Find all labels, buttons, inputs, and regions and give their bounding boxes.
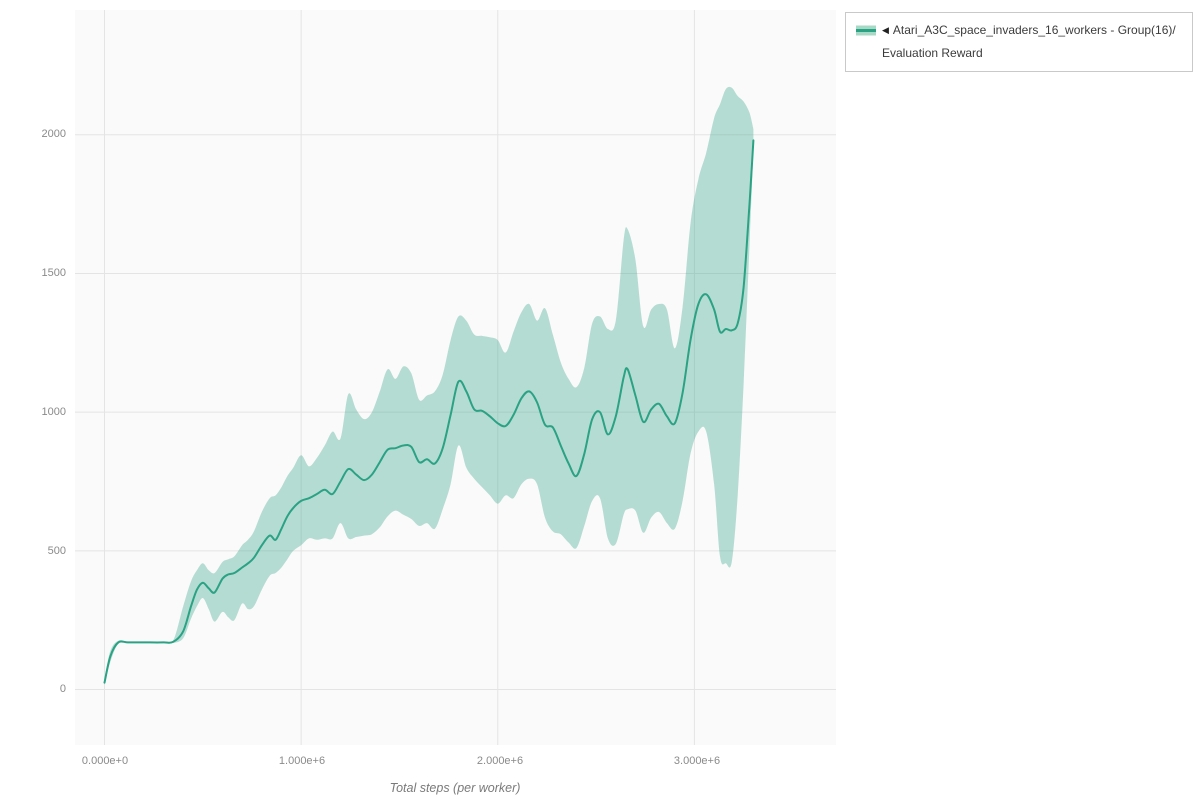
y-tick-label: 2000: [41, 128, 66, 140]
collapse-triangle-icon[interactable]: ◀: [882, 25, 889, 35]
legend-metric-name: Evaluation Reward: [882, 46, 983, 60]
y-tick-label: 0: [59, 683, 66, 695]
y-tick-label: 500: [47, 545, 66, 557]
legend-box[interactable]: ◀ Atari_A3C_space_invaders_16_workers - G…: [845, 12, 1193, 72]
x-axis-title: Total steps (per worker): [389, 781, 521, 795]
reward-minmax-band: [104, 86, 754, 686]
legend-series-name: Atari_A3C_space_invaders_16_workers - Gr…: [892, 23, 1176, 37]
plot-panel: [75, 10, 836, 745]
y-tick-label: 1000: [41, 406, 66, 418]
series-marker-icon: [856, 25, 876, 36]
reward-mean-line: [103, 139, 755, 684]
x-tick-label: 3.000e+6: [673, 755, 721, 767]
x-tick-label: 1.000e+6: [278, 755, 326, 767]
legend-label[interactable]: ◀ Atari_A3C_space_invaders_16_workers - G…: [882, 22, 1176, 61]
x-tick-label: 0.000e+0: [81, 755, 129, 767]
x-tick-label: 2.000e+6: [476, 755, 524, 767]
y-tick-label: 1500: [41, 267, 66, 279]
